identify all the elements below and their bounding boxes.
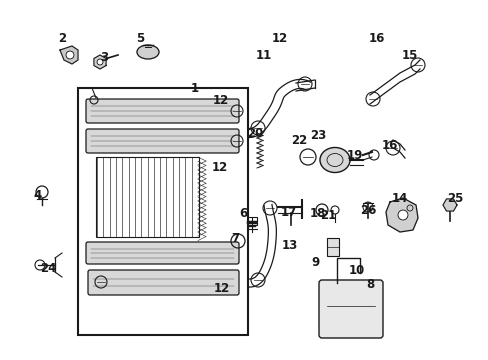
Circle shape <box>66 51 74 59</box>
Text: 15: 15 <box>401 49 417 62</box>
Text: 12: 12 <box>211 161 228 174</box>
FancyBboxPatch shape <box>86 129 239 153</box>
Bar <box>78 88 247 335</box>
Text: 21: 21 <box>319 208 335 221</box>
Text: 5: 5 <box>136 32 144 45</box>
Text: 16: 16 <box>381 139 397 152</box>
Ellipse shape <box>137 45 159 59</box>
Text: 2: 2 <box>58 32 66 45</box>
Circle shape <box>97 59 103 65</box>
Text: 7: 7 <box>230 231 239 244</box>
Text: 25: 25 <box>446 192 462 204</box>
Text: 12: 12 <box>271 32 287 45</box>
Bar <box>96 157 199 237</box>
Bar <box>326 238 338 256</box>
FancyBboxPatch shape <box>318 280 382 338</box>
Text: 13: 13 <box>281 239 298 252</box>
Text: 1: 1 <box>190 81 199 95</box>
Text: 14: 14 <box>391 192 407 204</box>
Ellipse shape <box>319 148 349 172</box>
FancyBboxPatch shape <box>88 270 239 295</box>
Text: 11: 11 <box>255 49 271 62</box>
Text: 23: 23 <box>309 129 325 141</box>
Polygon shape <box>94 55 106 69</box>
Bar <box>247 217 257 225</box>
Circle shape <box>397 210 407 220</box>
Text: 12: 12 <box>213 282 230 294</box>
Polygon shape <box>385 198 417 232</box>
Text: 26: 26 <box>359 203 375 216</box>
Text: 3: 3 <box>100 50 108 63</box>
Text: 18: 18 <box>309 207 325 220</box>
Text: 9: 9 <box>310 256 319 269</box>
Text: 12: 12 <box>212 94 229 107</box>
FancyBboxPatch shape <box>86 99 239 123</box>
Text: 17: 17 <box>280 206 297 219</box>
Text: 19: 19 <box>346 149 363 162</box>
Polygon shape <box>442 199 456 211</box>
Text: 24: 24 <box>40 261 56 274</box>
Polygon shape <box>60 46 78 64</box>
Text: 8: 8 <box>365 279 373 292</box>
Text: 20: 20 <box>246 126 263 140</box>
Text: 6: 6 <box>238 207 246 220</box>
Text: 16: 16 <box>368 32 385 45</box>
FancyBboxPatch shape <box>86 242 239 264</box>
Text: 22: 22 <box>290 134 306 147</box>
Text: 4: 4 <box>34 189 42 202</box>
Text: 10: 10 <box>348 265 365 278</box>
